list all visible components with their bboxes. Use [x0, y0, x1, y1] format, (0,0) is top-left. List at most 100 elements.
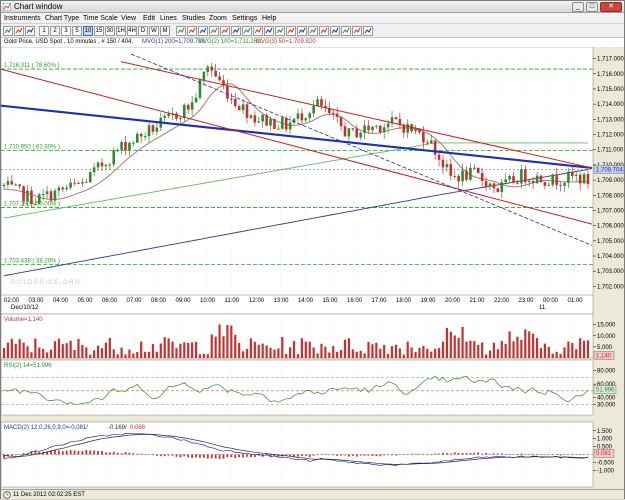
- candle-body[interactable]: [65, 187, 69, 190]
- candle-body[interactable]: [402, 124, 406, 133]
- macd-histogram-bar[interactable]: [555, 453, 558, 455]
- candle-body[interactable]: [359, 132, 362, 138]
- volume-bar[interactable]: [81, 344, 84, 358]
- macd-histogram-bar[interactable]: [332, 454, 335, 456]
- interval-m-button[interactable]: M: [160, 26, 170, 36]
- ma100-line[interactable]: [3, 142, 588, 219]
- candle-body[interactable]: [30, 190, 33, 205]
- candle-body[interactable]: [296, 113, 300, 119]
- volume-bar[interactable]: [543, 343, 546, 358]
- volume-bar[interactable]: [516, 336, 519, 358]
- interval-4h-button[interactable]: 4H: [127, 26, 137, 36]
- volume-bar[interactable]: [481, 342, 484, 358]
- crosshair-icon[interactable]: [176, 26, 186, 36]
- volume-bar[interactable]: [132, 353, 135, 358]
- candle-body[interactable]: [347, 128, 351, 137]
- close-button[interactable]: ✕: [600, 2, 622, 12]
- volume-bar[interactable]: [586, 340, 590, 358]
- candle-body[interactable]: [253, 115, 257, 123]
- volume-bar[interactable]: [93, 350, 96, 358]
- macd-histogram-bar[interactable]: [34, 451, 37, 455]
- candle-body[interactable]: [418, 129, 421, 133]
- interval-15-button[interactable]: 15: [94, 26, 104, 36]
- macd-histogram-bar[interactable]: [395, 454, 397, 456]
- red-channel-lower-line[interactable]: [1, 68, 593, 225]
- candle-body[interactable]: [445, 164, 449, 168]
- candle-body[interactable]: [371, 126, 374, 131]
- macd-histogram-bar[interactable]: [324, 454, 327, 456]
- macd-histogram-bar[interactable]: [414, 453, 417, 455]
- bars-icon[interactable]: [25, 26, 35, 36]
- macd-signal-line[interactable]: [3, 433, 589, 465]
- candle-body[interactable]: [214, 70, 217, 77]
- volume-bar[interactable]: [465, 341, 468, 358]
- candle-body[interactable]: [265, 114, 268, 126]
- candle-body[interactable]: [226, 85, 229, 99]
- volume-bar[interactable]: [551, 353, 554, 358]
- volume-bar[interactable]: [96, 345, 100, 358]
- menu-time-scale[interactable]: Time Scale: [83, 15, 118, 22]
- macd-histogram-bar[interactable]: [97, 450, 99, 455]
- candle-body[interactable]: [512, 176, 515, 183]
- macd-histogram-bar[interactable]: [516, 454, 519, 455]
- volume-bar[interactable]: [528, 331, 531, 358]
- volume-bar[interactable]: [69, 340, 72, 358]
- volume-bar[interactable]: [10, 338, 13, 358]
- macd-histogram-bar[interactable]: [430, 454, 433, 455]
- volume-bar[interactable]: [398, 348, 401, 358]
- volume-bar[interactable]: [261, 343, 264, 358]
- candle-body[interactable]: [574, 174, 578, 177]
- volume-bar[interactable]: [375, 342, 378, 358]
- blue-dashed-trendline[interactable]: [130, 53, 593, 246]
- volume-bar[interactable]: [461, 326, 464, 358]
- candle-body[interactable]: [77, 182, 80, 184]
- volume-bar[interactable]: [85, 347, 88, 358]
- save-icon[interactable]: [352, 26, 362, 36]
- volume-bar[interactable]: [136, 352, 139, 358]
- macd-histogram-bar[interactable]: [355, 454, 358, 457]
- volume-bar[interactable]: [273, 349, 276, 358]
- candle-body[interactable]: [378, 125, 382, 133]
- interval-1-button[interactable]: 1: [39, 26, 49, 36]
- macd-histogram-bar[interactable]: [391, 454, 393, 456]
- rsi-panel[interactable]: RSI(2) 14=51.996 80.000 60.000 40.00030.000…: [1, 359, 617, 416]
- candle-body[interactable]: [135, 133, 139, 143]
- candle-body[interactable]: [151, 125, 155, 132]
- macd-histogram-bar[interactable]: [81, 451, 84, 455]
- macd-histogram-bar[interactable]: [508, 454, 511, 455]
- candle-body[interactable]: [523, 169, 527, 183]
- macd-histogram-bar[interactable]: [22, 453, 25, 455]
- macd-histogram-bar[interactable]: [543, 454, 546, 456]
- print-icon[interactable]: [341, 26, 351, 36]
- macd-histogram-bar[interactable]: [528, 454, 531, 456]
- macd-histogram-bar[interactable]: [359, 454, 362, 456]
- eraser-icon[interactable]: [319, 26, 329, 36]
- macd-histogram-bar[interactable]: [171, 454, 174, 456]
- candle-body[interactable]: [92, 167, 96, 173]
- candle-body[interactable]: [559, 184, 562, 186]
- volume-bar[interactable]: [53, 341, 57, 358]
- price-panel[interactable]: 1,717.000 1,716.000 1,715.000 1,714.000 1,71…: [1, 47, 624, 315]
- candle-body[interactable]: [49, 191, 53, 201]
- volume-bar[interactable]: [253, 341, 256, 358]
- volume-bar[interactable]: [179, 343, 182, 358]
- volume-bar[interactable]: [406, 341, 409, 358]
- macd-histogram-bar[interactable]: [375, 454, 378, 457]
- candle-body[interactable]: [375, 125, 378, 127]
- volume-bar[interactable]: [351, 349, 354, 358]
- macd-histogram-bar[interactable]: [406, 454, 409, 456]
- macd-histogram-bar[interactable]: [132, 453, 135, 455]
- volume-bar[interactable]: [128, 349, 131, 358]
- volume-bar[interactable]: [300, 338, 303, 358]
- volume-bar[interactable]: [257, 344, 260, 358]
- macd-histogram-bar[interactable]: [438, 453, 440, 455]
- macd-histogram-bar[interactable]: [567, 454, 570, 456]
- volume-bar[interactable]: [571, 342, 574, 358]
- candle-body[interactable]: [41, 194, 45, 196]
- macd-histogram-bar[interactable]: [340, 454, 342, 456]
- volume-bar[interactable]: [198, 354, 202, 358]
- candle-body[interactable]: [10, 181, 14, 185]
- candle-body[interactable]: [437, 154, 441, 160]
- candle-body[interactable]: [22, 186, 25, 202]
- volume-bar[interactable]: [496, 349, 499, 358]
